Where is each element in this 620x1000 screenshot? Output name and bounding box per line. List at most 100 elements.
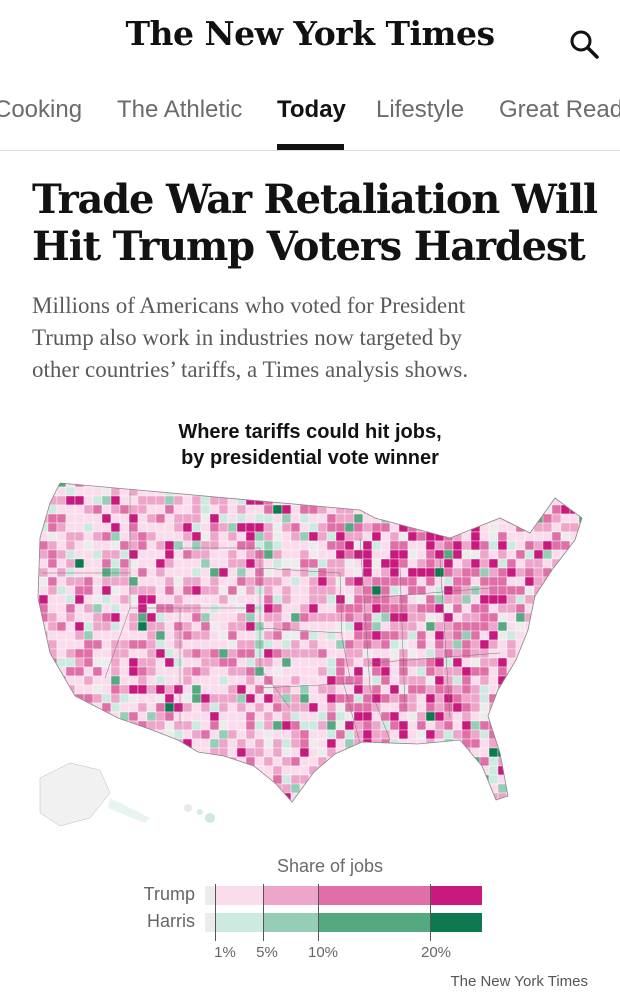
county-cell [488,594,499,605]
county-cell [344,585,355,596]
county-cell [245,675,256,686]
tab-cooking[interactable]: Cooking [0,96,83,123]
county-cell [38,693,49,704]
county-cell [164,495,175,506]
county-cell [533,702,544,713]
county-cell [209,540,220,551]
county-cell [380,756,391,767]
county-cell [164,576,175,587]
county-cell [380,576,391,587]
county-cell [38,720,49,731]
county-cell [110,504,121,515]
county-cell [218,693,229,704]
county-cell [263,585,274,596]
county-cell [308,720,319,731]
county-cell [218,774,229,785]
county-cell [533,747,544,758]
search-icon[interactable] [568,28,600,60]
county-cell [309,811,318,820]
county-cell [425,612,436,623]
county-cell [110,495,121,506]
county-cell [353,612,364,623]
county-cell [191,522,202,533]
county-cell [128,558,139,569]
county-cell [389,549,400,560]
county-cell [488,756,499,767]
county-cell [119,765,130,776]
tab-today[interactable]: Today [277,96,346,123]
county-cell [38,765,40,776]
county-cell [290,549,301,560]
county-cell [173,558,184,569]
tab-lifestyle[interactable]: Lifestyle [376,96,465,123]
county-cell [56,666,67,677]
county-cell [155,513,166,524]
county-cell [263,711,274,722]
county-cell [362,756,373,767]
county-cell [425,483,436,488]
county-cell [38,495,40,506]
county-cell [101,720,112,731]
county-cell [200,774,211,785]
county-cell [137,792,148,802]
county-cell [578,594,582,605]
county-cell [506,567,517,578]
nyt-logo[interactable]: The New York Times [125,14,495,53]
county-cell [326,540,337,551]
county-cell [227,747,238,758]
county-cell [263,783,274,794]
county-cell [443,486,454,497]
county-cell [74,639,85,650]
county-cell [371,675,382,686]
county-cell [425,639,436,650]
county-cell [344,756,355,767]
county-cell [524,630,535,641]
county-cell [434,486,445,497]
county-cell [128,495,139,506]
county-cell [335,558,346,569]
county-cell [74,594,85,605]
county-cell [533,594,544,605]
county-cell [200,558,211,569]
county-cell [245,693,256,704]
county-cell [146,765,157,776]
county-cell [263,495,274,506]
county-cell [336,811,345,820]
county-cell [83,630,94,641]
county-cell [588,514,595,523]
county-cell [588,559,595,568]
county-cell [146,585,157,596]
county-cell [371,612,382,623]
county-cell [569,783,580,794]
tab-great-read[interactable]: Great Read [499,96,620,123]
county-cell [156,811,165,820]
county-cell [110,783,121,794]
county-cell [578,639,582,650]
county-cell [128,567,139,578]
county-cell [173,747,184,758]
county-cell [533,486,544,497]
county-cell [74,567,85,578]
county-cell [560,801,571,802]
county-cell [74,747,85,758]
county-cell [245,774,256,785]
county-cell [137,675,148,686]
county-cell [326,693,337,704]
county-cell [290,693,301,704]
county-cell [344,576,355,587]
us-county-map[interactable] [30,478,595,838]
county-cell [236,729,247,740]
county-cell [236,513,247,524]
county-cell [362,522,373,533]
county-cell [200,603,211,614]
county-cell [506,513,517,524]
county-cell [92,513,103,524]
article-headline[interactable]: Trade War Retaliation Will Hit Trump Vot… [32,176,602,270]
county-cell [218,783,229,794]
tab-the-athletic[interactable]: The Athletic [117,96,243,123]
county-cell [128,621,139,632]
county-cell [173,666,184,677]
county-cell [245,522,256,533]
county-cell [74,513,85,524]
county-cell [524,702,535,713]
